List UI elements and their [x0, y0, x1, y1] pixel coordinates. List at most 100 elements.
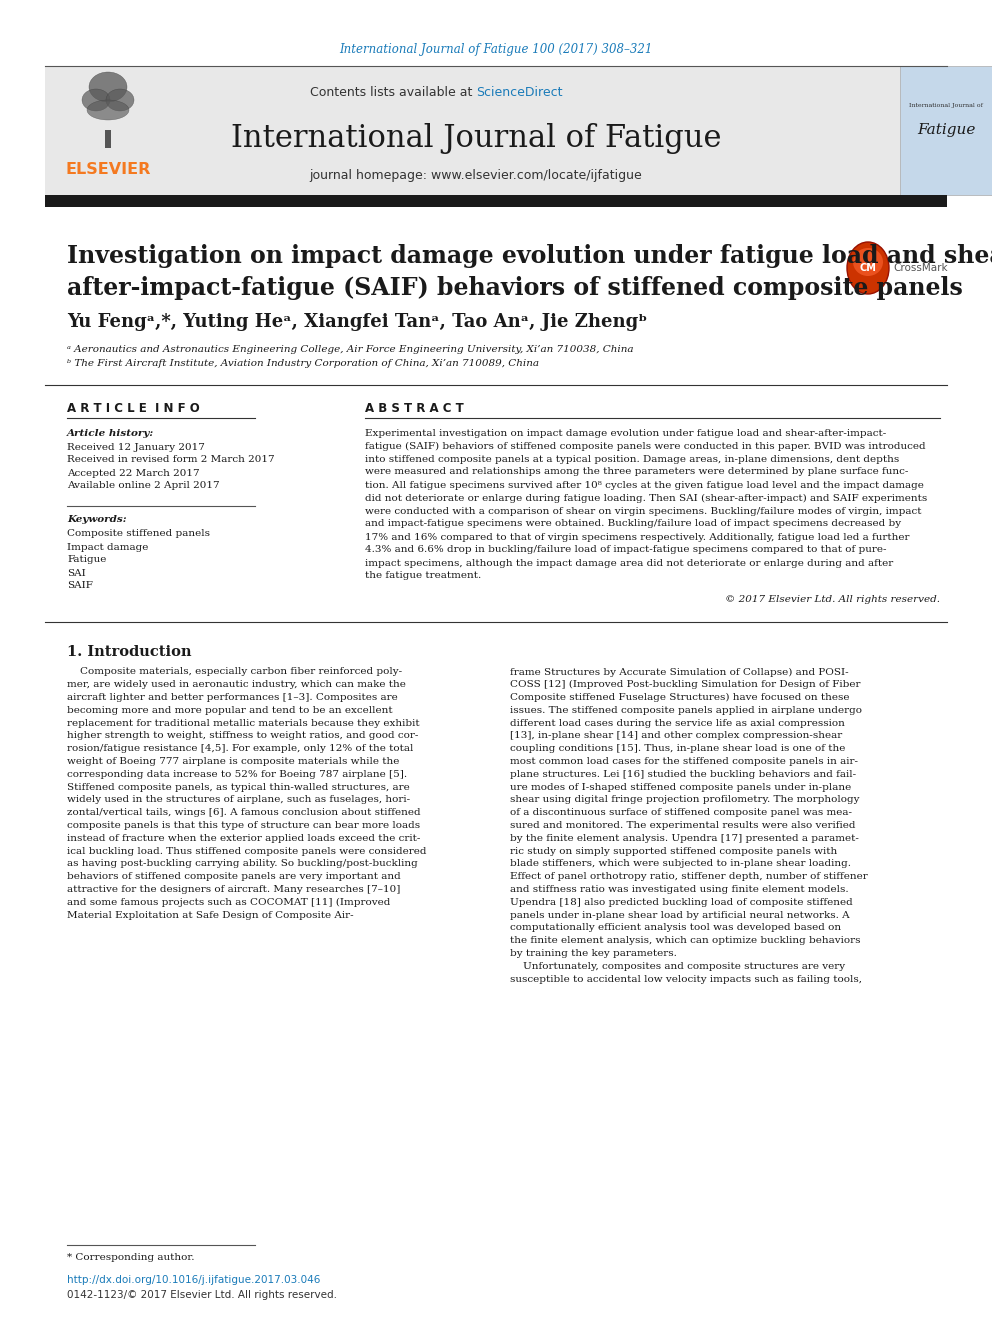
Text: and some famous projects such as COCOMAT [11] (Improved: and some famous projects such as COCOMAT… [67, 898, 391, 908]
Text: Composite stiffened panels: Composite stiffened panels [67, 529, 210, 538]
Text: panels under in-plane shear load by artificial neural networks. A: panels under in-plane shear load by arti… [510, 910, 849, 919]
Text: different load cases during the service life as axial compression: different load cases during the service … [510, 718, 845, 728]
Text: were measured and relationships among the three parameters were determined by pl: were measured and relationships among th… [365, 467, 909, 476]
Text: Article history:: Article history: [67, 429, 154, 438]
Bar [900, 66, 992, 194]
Text: susceptible to accidental low velocity impacts such as failing tools,: susceptible to accidental low velocity i… [510, 975, 862, 984]
Bar [45, 194, 947, 206]
Text: SAI: SAI [67, 569, 85, 578]
Text: ric study on simply supported stiffened composite panels with: ric study on simply supported stiffened … [510, 847, 837, 856]
Text: Fatigue: Fatigue [917, 123, 975, 138]
Text: after-impact-fatigue (SAIF) behaviors of stiffened composite panels: after-impact-fatigue (SAIF) behaviors of… [67, 277, 963, 300]
Ellipse shape [106, 89, 134, 111]
Text: ᵃ Aeronautics and Astronautics Engineering College, Air Force Engineering Univer: ᵃ Aeronautics and Astronautics Engineeri… [67, 345, 634, 355]
Text: Composite materials, especially carbon fiber reinforced poly-: Composite materials, especially carbon f… [67, 668, 402, 676]
Ellipse shape [89, 71, 127, 102]
Text: Investigation on impact damage evolution under fatigue load and shear-: Investigation on impact damage evolution… [67, 243, 992, 269]
Text: instead of fracture when the exterior applied loads exceed the crit-: instead of fracture when the exterior ap… [67, 833, 421, 843]
Text: shear using digital fringe projection profilometry. The morphology: shear using digital fringe projection pr… [510, 795, 859, 804]
Text: ELSEVIER: ELSEVIER [65, 163, 151, 177]
Text: Unfortunately, composites and composite structures are very: Unfortunately, composites and composite … [510, 962, 845, 971]
Text: 4.3% and 6.6% drop in buckling/failure load of impact-fatigue specimens compared: 4.3% and 6.6% drop in buckling/failure l… [365, 545, 887, 554]
Text: aircraft lighter and better performances [1–3]. Composites are: aircraft lighter and better performances… [67, 693, 398, 703]
Text: International Journal of: International Journal of [909, 102, 983, 107]
Text: SAIF: SAIF [67, 582, 93, 590]
Text: attractive for the designers of aircraft. Many researches [7–10]: attractive for the designers of aircraft… [67, 885, 401, 894]
Text: issues. The stiffened composite panels applied in airplane undergo: issues. The stiffened composite panels a… [510, 706, 862, 714]
Text: weight of Boeing 777 airplane is composite materials while the: weight of Boeing 777 airplane is composi… [67, 757, 400, 766]
Text: computationally efficient analysis tool was developed based on: computationally efficient analysis tool … [510, 923, 841, 933]
Bar [105, 130, 111, 148]
Text: frame Structures by Accurate Simulation of Collapse) and POSI-: frame Structures by Accurate Simulation … [510, 667, 848, 676]
Text: International Journal of Fatigue: International Journal of Fatigue [231, 123, 721, 153]
Text: International Journal of Fatigue 100 (2017) 308–321: International Journal of Fatigue 100 (20… [339, 44, 653, 57]
Text: zontal/vertical tails, wings [6]. A famous conclusion about stiffened: zontal/vertical tails, wings [6]. A famo… [67, 808, 421, 818]
Text: plane structures. Lei [16] studied the buckling behaviors and fail-: plane structures. Lei [16] studied the b… [510, 770, 856, 779]
Text: Received 12 January 2017: Received 12 January 2017 [67, 442, 205, 451]
Text: replacement for traditional metallic materials because they exhibit: replacement for traditional metallic mat… [67, 718, 420, 728]
Bar [45, 66, 947, 194]
Text: becoming more and more popular and tend to be an excellent: becoming more and more popular and tend … [67, 706, 393, 714]
Text: blade stiffeners, which were subjected to in-plane shear loading.: blade stiffeners, which were subjected t… [510, 860, 851, 868]
Text: impact specimens, although the impact damage area did not deteriorate or enlarge: impact specimens, although the impact da… [365, 558, 893, 568]
Text: 17% and 16% compared to that of virgin specimens respectively. Additionally, fat: 17% and 16% compared to that of virgin s… [365, 532, 910, 541]
Text: A B S T R A C T: A B S T R A C T [365, 401, 463, 414]
Text: * Corresponding author.: * Corresponding author. [67, 1253, 194, 1262]
Text: ical buckling load. Thus stiffened composite panels were considered: ical buckling load. Thus stiffened compo… [67, 847, 427, 856]
Text: 1. Introduction: 1. Introduction [67, 646, 191, 659]
Text: as having post-buckling carrying ability. So buckling/post-buckling: as having post-buckling carrying ability… [67, 860, 418, 868]
Text: sured and monitored. The experimental results were also verified: sured and monitored. The experimental re… [510, 822, 855, 830]
Text: Received in revised form 2 March 2017: Received in revised form 2 March 2017 [67, 455, 275, 464]
Text: corresponding data increase to 52% for Boeing 787 airplane [5].: corresponding data increase to 52% for B… [67, 770, 407, 779]
Text: Upendra [18] also predicted buckling load of composite stiffened: Upendra [18] also predicted buckling loa… [510, 898, 853, 906]
Text: ScienceDirect: ScienceDirect [476, 86, 562, 98]
Text: Material Exploitation at Safe Design of Composite Air-: Material Exploitation at Safe Design of … [67, 910, 353, 919]
Text: Experimental investigation on impact damage evolution under fatigue load and she: Experimental investigation on impact dam… [365, 429, 886, 438]
Text: © 2017 Elsevier Ltd. All rights reserved.: © 2017 Elsevier Ltd. All rights reserved… [725, 595, 940, 605]
Text: and impact-fatigue specimens were obtained. Buckling/failure load of impact spec: and impact-fatigue specimens were obtain… [365, 520, 901, 528]
Text: higher strength to weight, stiffness to weight ratios, and good cor-: higher strength to weight, stiffness to … [67, 732, 419, 741]
Text: rosion/fatigue resistance [4,5]. For example, only 12% of the total: rosion/fatigue resistance [4,5]. For exa… [67, 745, 414, 753]
Text: Yu Fengᵃ,*, Yuting Heᵃ, Xiangfei Tanᵃ, Tao Anᵃ, Jie Zhengᵇ: Yu Fengᵃ,*, Yuting Heᵃ, Xiangfei Tanᵃ, T… [67, 314, 647, 331]
Text: http://dx.doi.org/10.1016/j.ijfatigue.2017.03.046: http://dx.doi.org/10.1016/j.ijfatigue.20… [67, 1275, 320, 1285]
Text: journal homepage: www.elsevier.com/locate/ijfatigue: journal homepage: www.elsevier.com/locat… [310, 169, 643, 183]
Text: the fatigue treatment.: the fatigue treatment. [365, 572, 481, 581]
Text: Composite stiffened Fuselage Structures) have focused on these: Composite stiffened Fuselage Structures)… [510, 693, 849, 703]
Text: were conducted with a comparison of shear on virgin specimens. Buckling/failure : were conducted with a comparison of shea… [365, 507, 922, 516]
Text: Contents lists available at: Contents lists available at [310, 86, 476, 98]
Text: and stiffness ratio was investigated using finite element models.: and stiffness ratio was investigated usi… [510, 885, 848, 894]
Ellipse shape [847, 242, 889, 294]
Text: Keywords:: Keywords: [67, 516, 127, 524]
Text: Effect of panel orthotropy ratio, stiffener depth, number of stiffener: Effect of panel orthotropy ratio, stiffe… [510, 872, 868, 881]
Text: Accepted 22 March 2017: Accepted 22 March 2017 [67, 468, 199, 478]
Text: [13], in-plane shear [14] and other complex compression-shear: [13], in-plane shear [14] and other comp… [510, 732, 842, 741]
Text: by the finite element analysis. Upendra [17] presented a paramet-: by the finite element analysis. Upendra … [510, 833, 859, 843]
Text: of a discontinuous surface of stiffened composite panel was mea-: of a discontinuous surface of stiffened … [510, 808, 852, 818]
Text: ure modes of I-shaped stiffened composite panels under in-plane: ure modes of I-shaped stiffened composit… [510, 783, 851, 791]
Text: into stiffened composite panels at a typical position. Damage areas, in-plane di: into stiffened composite panels at a typ… [365, 455, 900, 463]
Text: mer, are widely used in aeronautic industry, which can make the: mer, are widely used in aeronautic indus… [67, 680, 406, 689]
Text: by training the key parameters.: by training the key parameters. [510, 949, 677, 958]
Ellipse shape [87, 101, 129, 120]
Text: CrossMark: CrossMark [893, 263, 947, 273]
Text: Available online 2 April 2017: Available online 2 April 2017 [67, 482, 219, 491]
Text: COSS [12] (Improved Post-buckling Simulation for Design of Fiber: COSS [12] (Improved Post-buckling Simula… [510, 680, 860, 689]
Text: Fatigue: Fatigue [67, 556, 106, 565]
Text: composite panels is that this type of structure can bear more loads: composite panels is that this type of st… [67, 822, 421, 830]
Text: widely used in the structures of airplane, such as fuselages, hori-: widely used in the structures of airplan… [67, 795, 410, 804]
Text: tion. All fatigue specimens survived after 10⁸ cycles at the given fatigue load : tion. All fatigue specimens survived aft… [365, 480, 924, 490]
Text: behaviors of stiffened composite panels are very important and: behaviors of stiffened composite panels … [67, 872, 401, 881]
Ellipse shape [82, 89, 110, 111]
Text: Impact damage: Impact damage [67, 542, 149, 552]
Text: Stiffened composite panels, as typical thin-walled structures, are: Stiffened composite panels, as typical t… [67, 783, 410, 791]
Text: most common load cases for the stiffened composite panels in air-: most common load cases for the stiffened… [510, 757, 858, 766]
Text: fatigue (SAIF) behaviors of stiffened composite panels were conducted in this pa: fatigue (SAIF) behaviors of stiffened co… [365, 442, 926, 451]
Text: CM: CM [859, 263, 877, 273]
Ellipse shape [853, 247, 883, 277]
Text: 0142-1123/© 2017 Elsevier Ltd. All rights reserved.: 0142-1123/© 2017 Elsevier Ltd. All right… [67, 1290, 337, 1301]
Text: the finite element analysis, which can optimize buckling behaviors: the finite element analysis, which can o… [510, 937, 860, 946]
Text: ᵇ The First Aircraft Institute, Aviation Industry Corporation of China, Xi’an 71: ᵇ The First Aircraft Institute, Aviation… [67, 360, 539, 369]
Text: coupling conditions [15]. Thus, in-plane shear load is one of the: coupling conditions [15]. Thus, in-plane… [510, 745, 845, 753]
Text: did not deteriorate or enlarge during fatigue loading. Then SAI (shear-after-imp: did not deteriorate or enlarge during fa… [365, 493, 928, 503]
Text: A R T I C L E  I N F O: A R T I C L E I N F O [67, 401, 199, 414]
